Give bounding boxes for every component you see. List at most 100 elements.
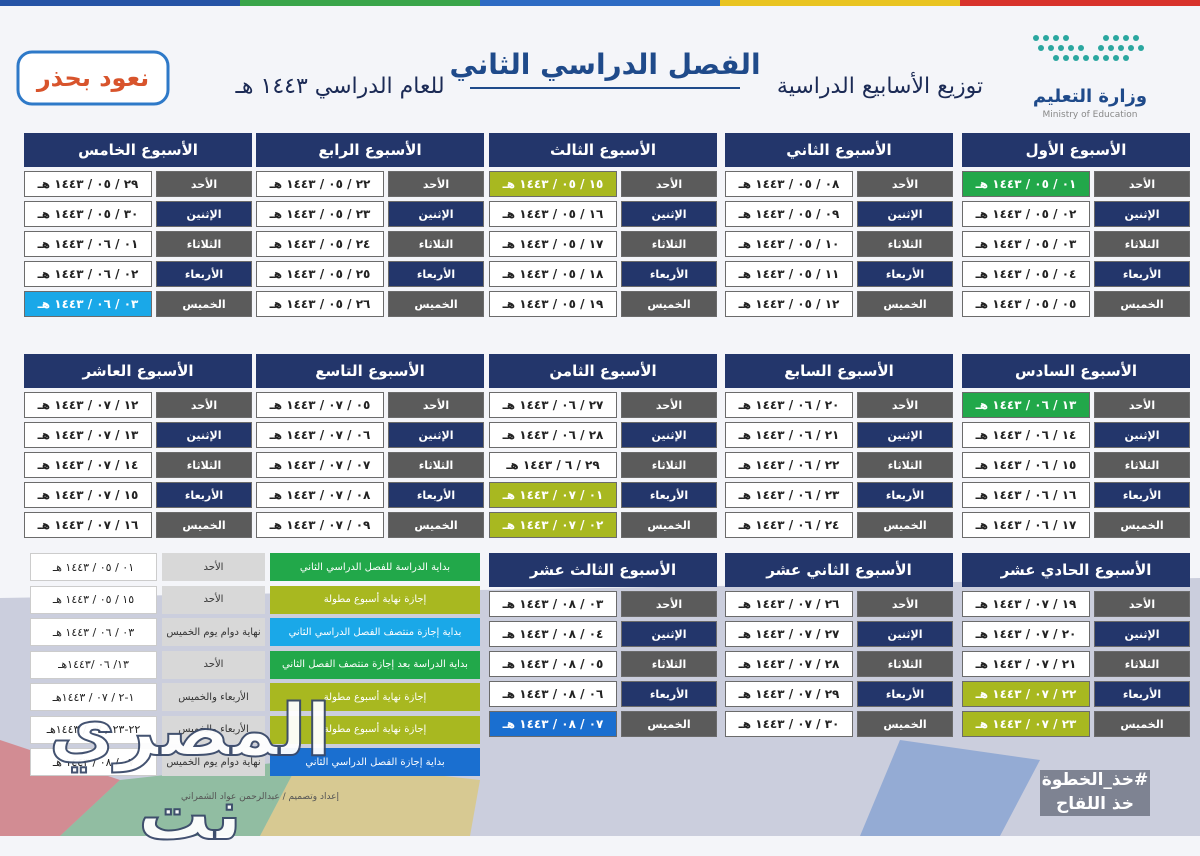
week-title: الأسبوع الثامن — [489, 354, 717, 388]
date-cell: ٢١ / ٠٦ / ١٤٤٣ هـ — [725, 422, 853, 448]
week-title: الأسبوع السادس — [962, 354, 1190, 388]
ministry-name-en: Ministry of Education — [1042, 110, 1138, 120]
decoration — [860, 740, 1040, 836]
date-cell: ١٩ / ٠٥ / ١٤٤٣ هـ — [489, 291, 617, 317]
day-label: الأحد — [857, 591, 953, 617]
date-cell: ١٥ / ٠٧ / ١٤٤٣ هـ — [24, 482, 152, 508]
date-cell: ٢٠ / ٠٦ / ١٤٤٣ هـ — [725, 392, 853, 418]
date-cell: ١٩ / ٠٧ / ١٤٤٣ هـ — [962, 591, 1090, 617]
day-label: الثلاثاء — [156, 452, 252, 478]
date-cell: ٠٧ / ٠٧ / ١٤٤٣ هـ — [256, 452, 384, 478]
legend-event: بداية إجازة منتصف الفصل الدراسي الثاني — [270, 618, 480, 646]
date-cell: ٠٤ / ٠٥ / ١٤٤٣ هـ — [962, 261, 1090, 287]
decoration — [60, 760, 300, 836]
date-cell: ٠١ / ٠٦ / ١٤٤٣ هـ — [24, 231, 152, 257]
date-cell: ١٤ / ٠٧ / ١٤٤٣ هـ — [24, 452, 152, 478]
legend-event: بداية إجازة الفصل الدراسي الثاني — [270, 748, 480, 776]
date-cell: ٢٤ / ٠٥ / ١٤٤٣ هـ — [256, 231, 384, 257]
date-cell: ٢٧ / ٠٧ / ١٤٤٣ هـ — [725, 621, 853, 647]
date-cell: ٠٦ / ٠٨ / ١٤٤٣ هـ — [489, 681, 617, 707]
date-cell: ٠١ / ٠٥ / ١٤٤٣ هـ — [962, 171, 1090, 197]
date-cell: ٢١ / ٠٧ / ١٤٤٣ هـ — [962, 651, 1090, 677]
date-cell: ١٣ / ٠٦ / ١٤٤٣ هـ — [962, 392, 1090, 418]
campaign-badge — [16, 50, 170, 106]
hashtag-box — [1040, 770, 1150, 816]
day-label: الإثنين — [1094, 201, 1190, 227]
day-label: الثلاثاء — [857, 651, 953, 677]
week-title: الأسبوع التاسع — [256, 354, 484, 388]
day-label: الأربعاء — [857, 261, 953, 287]
subtitle: للعام الدراسي ١٤٤٣ هـ — [235, 74, 445, 99]
stripe — [240, 0, 480, 6]
stripe — [720, 0, 960, 6]
day-label: الأربعاء — [621, 681, 717, 707]
legend-day: نهاية دوام يوم الخميس — [162, 748, 265, 776]
week-title: الأسبوع الحادي عشر — [962, 553, 1190, 587]
date-cell: ٣٠ / ٠٧ / ١٤٤٣ هـ — [725, 711, 853, 737]
day-label: الإثنين — [621, 422, 717, 448]
day-label: الأربعاء — [857, 482, 953, 508]
date-cell: ٢٩ / ٠٧ / ١٤٤٣ هـ — [725, 681, 853, 707]
day-label: الأربعاء — [857, 681, 953, 707]
watermark: المصري نت — [48, 687, 332, 856]
day-label: الخميس — [1094, 291, 1190, 317]
day-label: الخميس — [857, 711, 953, 737]
date-cell: ١٦ / ٠٥ / ١٤٤٣ هـ — [489, 201, 617, 227]
day-label: الخميس — [388, 291, 484, 317]
legend-event: بداية الدراسة بعد إجازة منتصف الفصل الثا… — [270, 650, 480, 679]
day-label: الخميس — [388, 512, 484, 538]
title: الفصل الدراسي الثاني — [449, 48, 761, 81]
day-label: الخميس — [1094, 711, 1190, 737]
date-cell: ١٢ / ٠٧ / ١٤٤٣ هـ — [24, 392, 152, 418]
date-cell: ٠٢ / ٠٦ / ١٤٤٣ هـ — [24, 261, 152, 287]
day-label: الأربعاء — [156, 261, 252, 287]
day-label: الأحد — [388, 171, 484, 197]
legend-date: ٠١ / ٠٥ / ١٤٤٣ هـ — [30, 553, 157, 581]
stripe — [480, 0, 720, 6]
day-label: الإثنين — [1094, 422, 1190, 448]
legend-event: إجازة نهاية أسبوع مطولة — [270, 715, 480, 744]
legend-day: الأربعاء والخميس — [162, 715, 265, 744]
date-cell: ٠٣ / ٠٦ / ١٤٤٣ هـ — [24, 291, 152, 317]
date-cell: ٢٢ / ٠٧ / ١٤٤٣ هـ — [962, 681, 1090, 707]
week-title: الأسبوع الرابع — [256, 133, 484, 167]
week-title: الأسبوع الثاني — [725, 133, 953, 167]
hashtag-sub: خذ اللقاح — [1055, 794, 1134, 814]
day-label: الأحد — [1094, 171, 1190, 197]
day-label: الخميس — [621, 291, 717, 317]
day-label: الثلاثاء — [1094, 231, 1190, 257]
ministry-logo — [1033, 35, 1144, 61]
day-label: الثلاثاء — [857, 231, 953, 257]
week-title: الأسبوع الثالث عشر — [489, 553, 717, 587]
day-label: الإثنين — [156, 422, 252, 448]
day-label: الثلاثاء — [1094, 452, 1190, 478]
date-cell: ١٤ / ٠٦ / ١٤٤٣ هـ — [962, 422, 1090, 448]
day-label: الأربعاء — [621, 482, 717, 508]
ministry-name: وزارة التعليم — [1032, 86, 1148, 107]
decoration — [260, 760, 480, 836]
day-label: الخميس — [621, 711, 717, 737]
date-cell: ٠٥ / ٠٧ / ١٤٤٣ هـ — [256, 392, 384, 418]
week-title: الأسبوع الأول — [962, 133, 1190, 167]
day-label: الأربعاء — [1094, 261, 1190, 287]
date-cell: ١٨ / ٠٥ / ١٤٤٣ هـ — [489, 261, 617, 287]
day-label: الأربعاء — [388, 261, 484, 287]
date-cell: ١٧ / ٠٥ / ١٤٤٣ هـ — [489, 231, 617, 257]
date-cell: ٢٨ / ٠٦ / ١٤٤٣ هـ — [489, 422, 617, 448]
date-cell: ٠٦ / ٠٧ / ١٤٤٣ هـ — [256, 422, 384, 448]
date-cell: ٠٢ / ٠٧ / ١٤٤٣ هـ — [489, 512, 617, 538]
day-label: الثلاثاء — [621, 452, 717, 478]
credit: إعداد وتصميم / عبدالرحمن عواد الشمراني — [180, 792, 340, 802]
day-label: الثلاثاء — [388, 452, 484, 478]
date-cell: ٠٨ / ٠٧ / ١٤٤٣ هـ — [256, 482, 384, 508]
date-cell: ٠٩ / ٠٧ / ١٤٤٣ هـ — [256, 512, 384, 538]
week-title: الأسبوع الخامس — [24, 133, 252, 167]
day-label: الخميس — [1094, 512, 1190, 538]
legend-date: ١٣/ ٠٦ /١٤٤٣هـ — [30, 650, 157, 679]
day-label: الأربعاء — [621, 261, 717, 287]
day-label: الأربعاء — [388, 482, 484, 508]
legend-day: نهاية دوام يوم الخميس — [162, 618, 265, 646]
legend-day: الأحد — [162, 553, 265, 581]
date-cell: ١٥ / ٠٥ / ١٤٤٣ هـ — [489, 171, 617, 197]
